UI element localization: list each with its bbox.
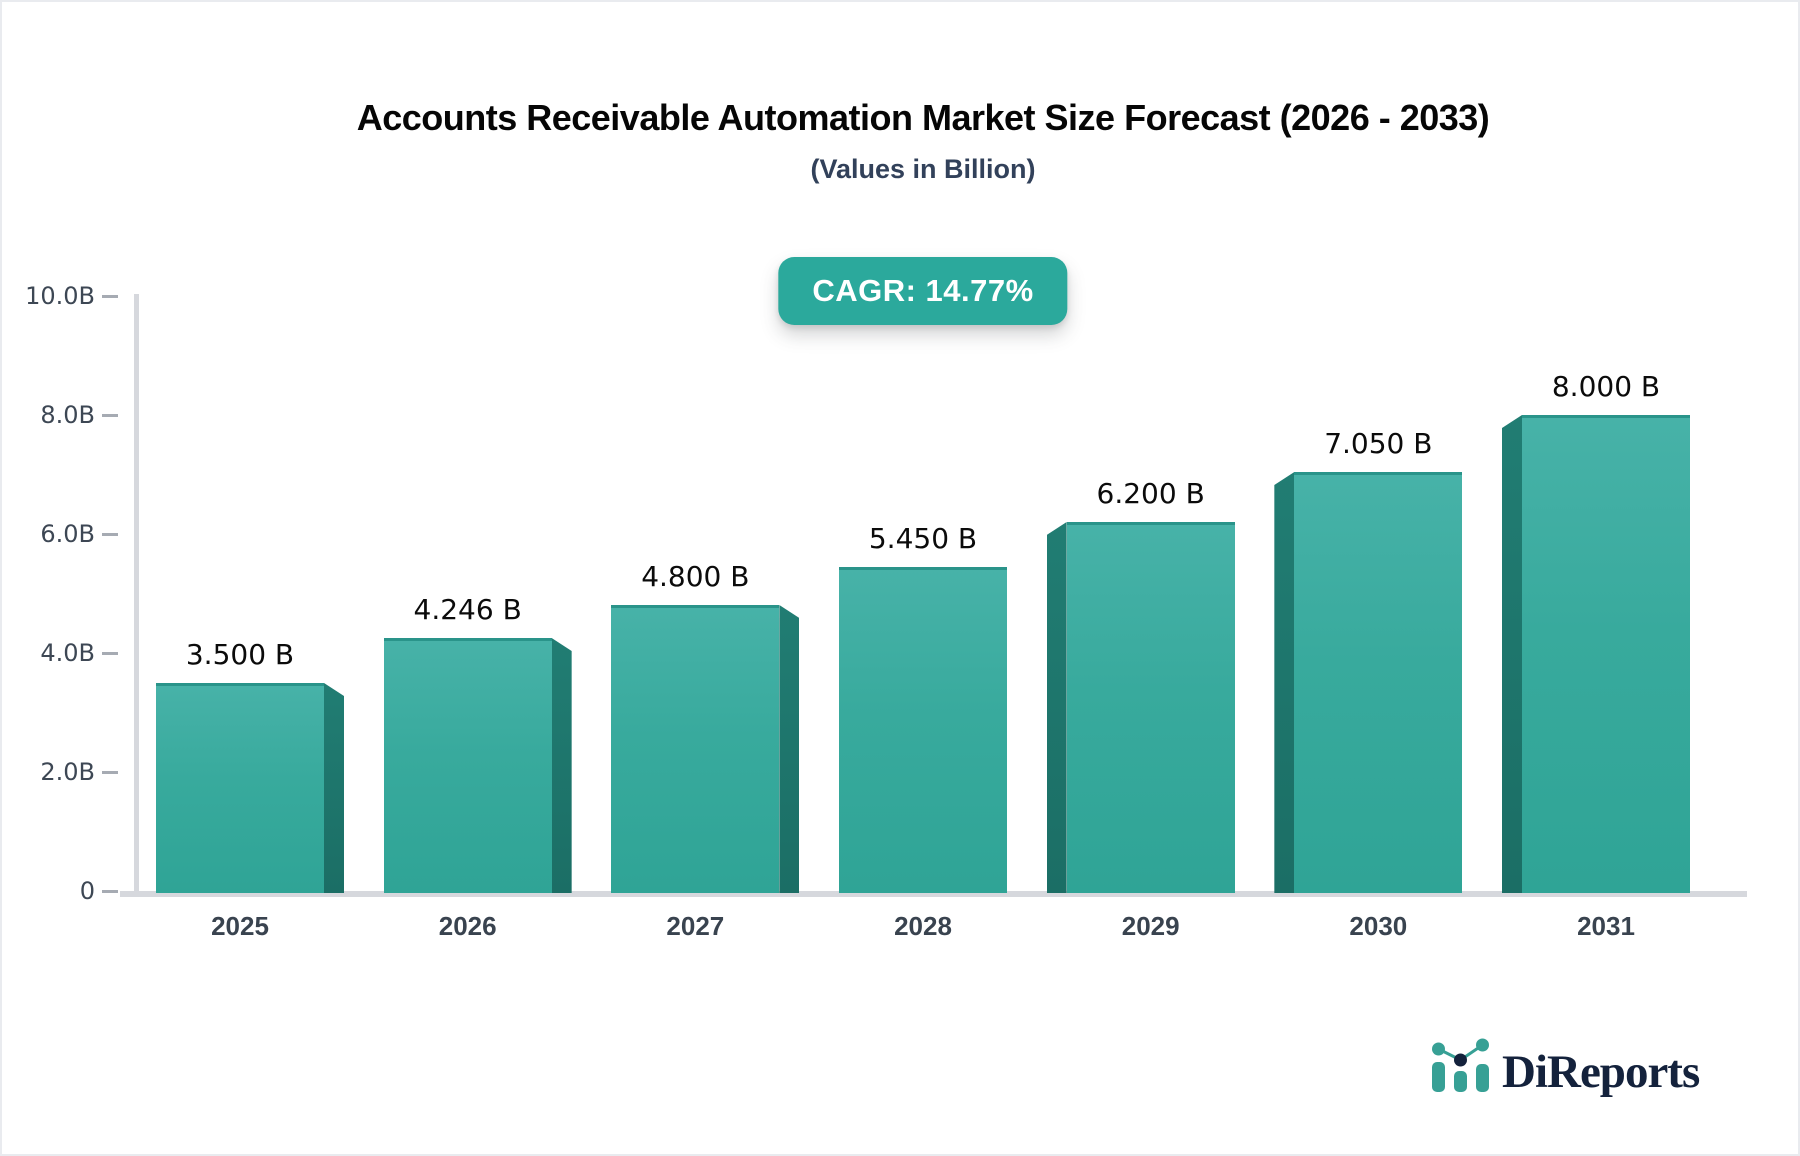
bar-front-face: [611, 605, 780, 893]
y-tick-label: 10.0B: [25, 282, 95, 310]
x-tick-label: 2028: [894, 911, 952, 941]
cagr-badge: CAGR: 14.77%: [778, 257, 1068, 325]
bar-side-face: [1502, 415, 1522, 893]
bar-value-label: 7.050 B: [1324, 427, 1433, 460]
bar-front-face: [839, 567, 1007, 893]
bar-value-label: 4.800 B: [641, 560, 750, 593]
x-tick-label: 2027: [666, 911, 725, 941]
chart-subtitle: (Values in Billion): [810, 154, 1036, 184]
cagr-badge-label: CAGR: 14.77%: [812, 273, 1034, 308]
direports-logo: DiReports: [1426, 1036, 1700, 1108]
x-tick-label: 2026: [438, 911, 497, 941]
x-tick-label: 2031: [1577, 911, 1635, 941]
bar-front-face: [383, 638, 552, 893]
y-tick-dash: [102, 771, 118, 774]
bar-front-face: [1294, 472, 1463, 893]
y-tick-dash: [102, 652, 118, 655]
bar-value-label: 4.246 B: [413, 593, 522, 626]
bar-front-face: [1066, 522, 1235, 893]
y-tick-label: 2.0B: [40, 758, 95, 786]
bar-value-label: 3.500 B: [185, 638, 295, 671]
x-axis-baseline: [120, 891, 1747, 897]
y-tick-label: 8.0B: [40, 401, 95, 429]
logo-text: DiReports: [1502, 1046, 1700, 1098]
y-tick-dash: [102, 414, 118, 417]
x-tick-label: 2025: [211, 911, 269, 941]
bar-side-face: [324, 683, 344, 893]
x-tick-label: 2030: [1349, 911, 1408, 941]
y-tick-dash: [102, 295, 118, 298]
bar-side-face: [551, 638, 572, 893]
chart-title: Accounts Receivable Automation Market Si…: [356, 97, 1490, 138]
y-tick-label: 6.0B: [40, 520, 95, 548]
bar-chart-trend-icon: [1432, 1038, 1489, 1092]
x-tick-label: 2029: [1121, 911, 1180, 941]
bar-front-face: [156, 683, 324, 893]
y-axis-line: [134, 294, 139, 897]
y-tick-dash: [102, 890, 118, 893]
y-tick-dash: [102, 533, 118, 536]
y-tick-label: 4.0B: [40, 639, 95, 667]
bar-value-label: 8.000 B: [1551, 370, 1661, 403]
bar-side-face: [779, 605, 800, 893]
bar-side-face: [1274, 472, 1295, 893]
bar-side-face: [1046, 522, 1067, 893]
bar-value-label: 6.200 B: [1096, 477, 1205, 510]
bar-value-label: 5.450 B: [868, 522, 978, 555]
bar-front-face: [1522, 415, 1690, 893]
y-tick-label: 0: [79, 877, 95, 905]
